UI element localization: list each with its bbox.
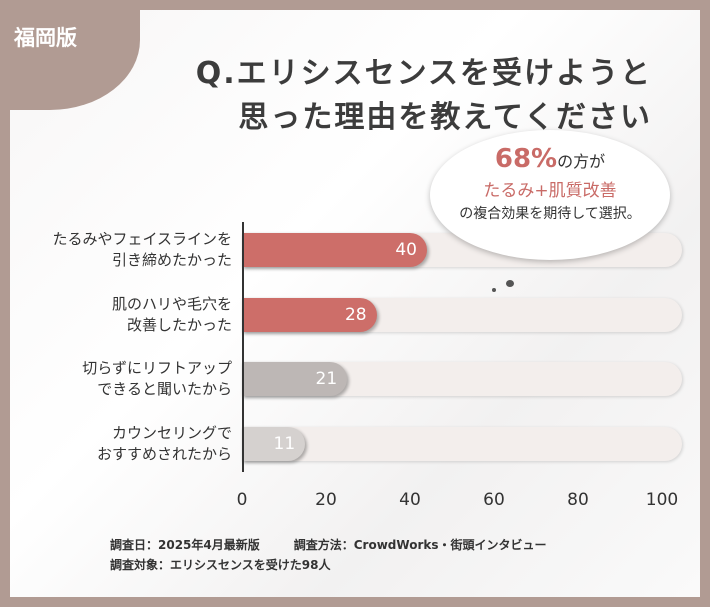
- footer-line: 調査日：2025年4月最新版 調査方法：CrowdWorks・街頭インタビュー: [110, 536, 547, 553]
- x-tick-label: 40: [399, 490, 421, 510]
- category-label-line: 切らずにリフトアップ: [82, 359, 232, 377]
- callout-percent: 68%: [494, 144, 558, 174]
- category-label: 肌のハリや毛穴を改善したかった: [112, 294, 232, 336]
- category-label: たるみやフェイスラインを引き締めたかった: [52, 229, 232, 271]
- category-label-line: たるみやフェイスラインを: [52, 230, 232, 248]
- x-tick-label: 20: [315, 490, 337, 510]
- survey-date: 調査日：2025年4月最新版: [110, 538, 260, 552]
- callout-text: の複合効果を期待して選択。: [459, 206, 641, 222]
- survey-method: 調査方法：CrowdWorks・街頭インタビュー: [293, 538, 547, 552]
- category-label-line: 引き締めたかった: [111, 251, 232, 269]
- bar: 28: [242, 297, 377, 332]
- x-tick-label: 100: [645, 490, 679, 510]
- bar-value-label: 28: [344, 304, 367, 325]
- bar: 40: [242, 233, 427, 267]
- category-label-line: できると聞いたから: [97, 380, 232, 398]
- x-tick-label: 80: [567, 490, 589, 510]
- survey-target: 調査対象：エリシスセンスを受けた98人: [110, 558, 331, 572]
- x-tick-label: 60: [483, 490, 505, 510]
- badge-label: 福岡版: [14, 26, 77, 50]
- callout-bubble: 68%の方が たるみ+肌質改善 の複合効果を期待して選択。: [430, 130, 670, 260]
- bar-value-label: 11: [273, 433, 296, 454]
- category-label-line: 肌のハリや毛穴を: [111, 294, 232, 313]
- title-line: 思った理由を教えてください: [238, 100, 652, 135]
- bar-value-label: 40: [395, 240, 417, 260]
- bubble-tail-dot: [506, 280, 514, 287]
- category-label: 切らずにリフトアップできると聞いたから: [82, 358, 232, 400]
- bubble-tail-dot: [492, 288, 496, 292]
- category-label-line: 改善したかった: [126, 315, 232, 334]
- title-line: Q.エリシスセンスを受けようと: [195, 56, 652, 91]
- bar-track: [242, 426, 682, 461]
- bar-value-label: 21: [315, 369, 338, 389]
- bar: 11: [242, 426, 306, 461]
- bar: 21: [242, 362, 348, 396]
- x-tick-label: 0: [236, 490, 248, 510]
- category-label-line: カウンセリングで: [111, 423, 232, 442]
- category-label-line: おすすめされたから: [96, 444, 232, 463]
- callout-text: の方が: [557, 152, 606, 171]
- category-label: カウンセリングでおすすめされたから: [97, 423, 232, 465]
- callout-highlight: たるみ+肌質改善: [483, 181, 617, 201]
- y-axis-line: [242, 222, 244, 472]
- page-title: Q.エリシスセンスを受けようと思った理由を教えてください: [196, 52, 652, 140]
